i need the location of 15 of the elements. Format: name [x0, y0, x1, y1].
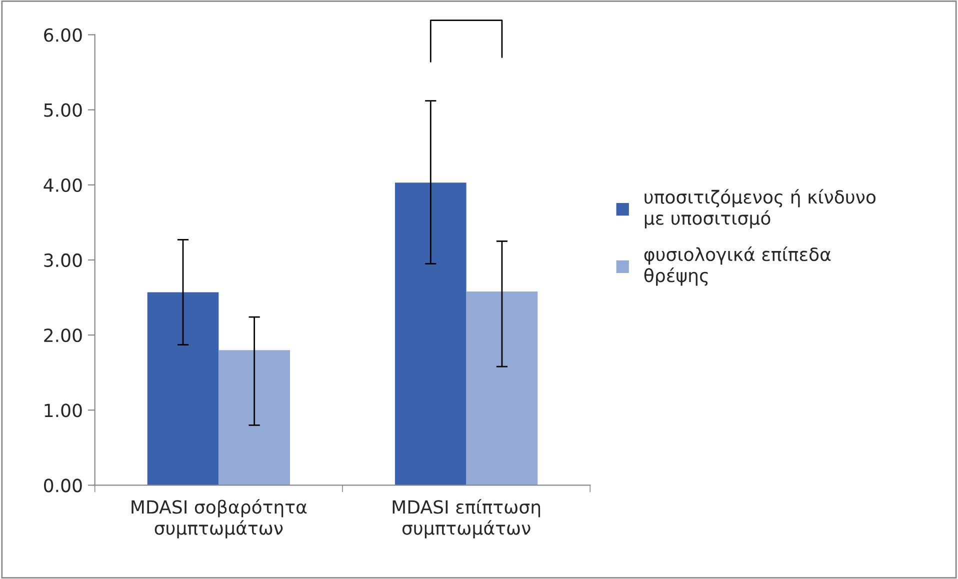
legend-label: φυσιολογικά επίπεδα θρέψης: [644, 246, 831, 286]
y-tick-label: 0.00: [44, 478, 82, 492]
y-tick-label: 4.00: [44, 178, 82, 192]
bar: [394, 182, 466, 486]
y-tick-label: 2.00: [44, 328, 82, 342]
bar: [218, 350, 290, 486]
x-tick-label: MDASI επίπτωση συμπτωμάτων: [392, 499, 540, 538]
bar: [466, 292, 538, 486]
y-tick-label: 6.00: [44, 28, 82, 42]
y-tick-label: 5.00: [44, 103, 82, 117]
bar: [147, 292, 219, 486]
x-tick-label: MDASI σοβαρότητα συμπτωμάτων: [132, 499, 307, 538]
y-tick-label: 1.00: [44, 404, 82, 418]
legend-label: υποσιτιζόμενος ή κίνδυνο με υποσιτισμό: [644, 189, 876, 228]
y-tick-label: 3.00: [44, 253, 82, 268]
